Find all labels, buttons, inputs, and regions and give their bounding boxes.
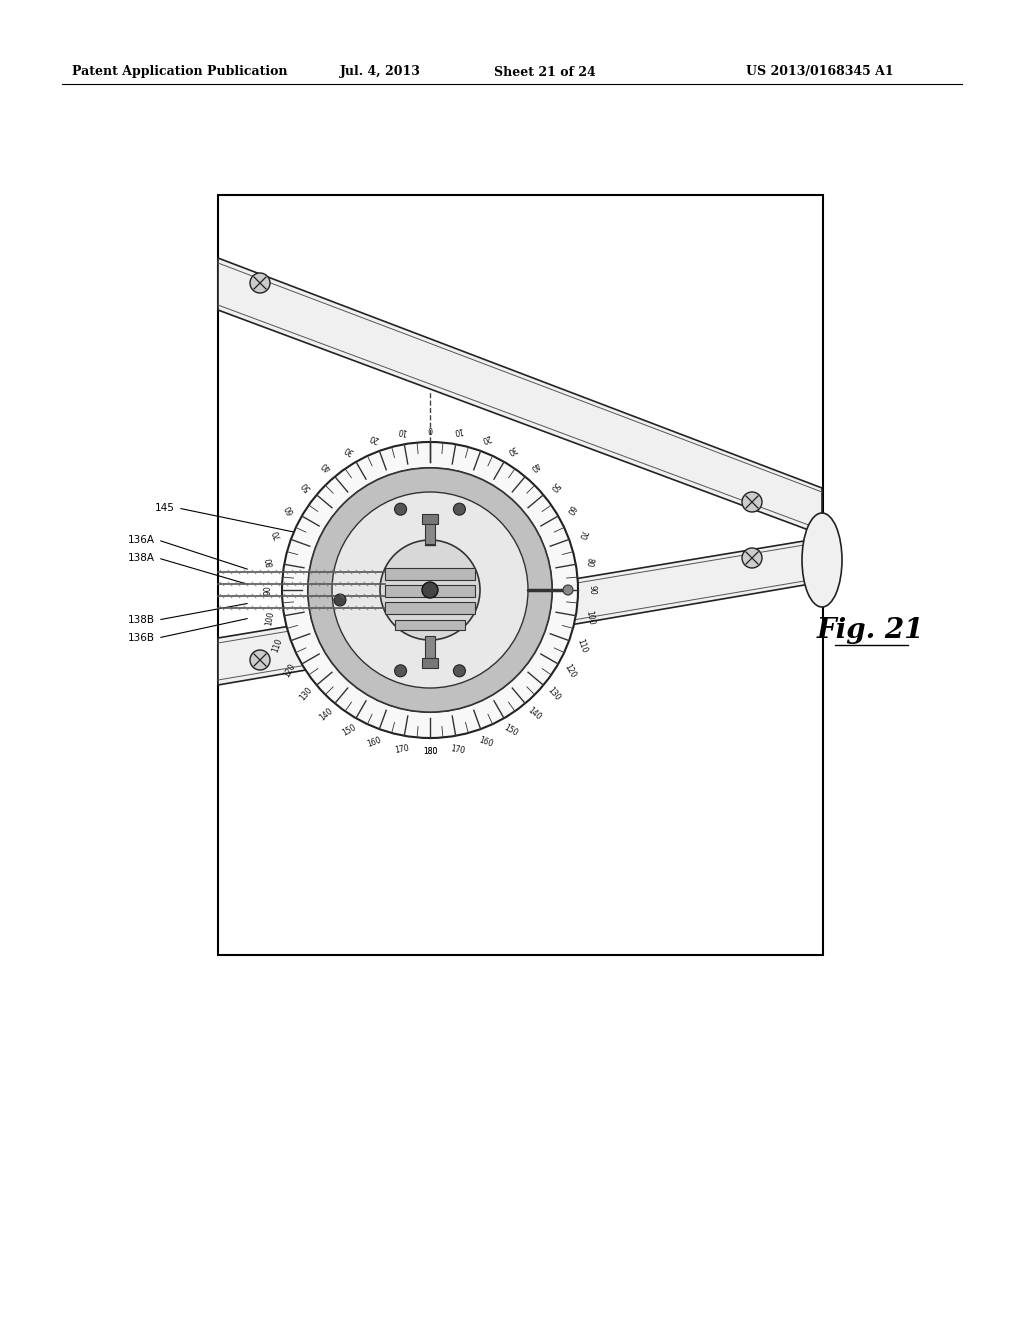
Polygon shape xyxy=(218,539,822,685)
Text: Fig. 21: Fig. 21 xyxy=(816,616,924,644)
Text: 110: 110 xyxy=(575,638,589,653)
Text: 10: 10 xyxy=(453,425,464,436)
Circle shape xyxy=(334,594,346,606)
Text: 80: 80 xyxy=(265,556,275,568)
Text: 80: 80 xyxy=(585,556,595,568)
Text: 70: 70 xyxy=(272,528,284,541)
Text: 170: 170 xyxy=(394,744,410,755)
Text: Jul. 4, 2013: Jul. 4, 2013 xyxy=(340,66,421,78)
Text: 100: 100 xyxy=(265,610,276,626)
Polygon shape xyxy=(218,257,822,535)
Circle shape xyxy=(332,492,528,688)
Circle shape xyxy=(742,492,762,512)
Circle shape xyxy=(250,649,270,671)
Text: 145: 145 xyxy=(155,503,175,513)
Text: 90: 90 xyxy=(263,585,272,595)
Text: 138A: 138A xyxy=(128,553,155,564)
Text: 160: 160 xyxy=(477,735,494,748)
Text: 140: 140 xyxy=(525,706,543,722)
Circle shape xyxy=(422,582,438,598)
Text: US 2013/0168345 A1: US 2013/0168345 A1 xyxy=(746,66,894,78)
Text: 20: 20 xyxy=(369,432,381,444)
Text: 120: 120 xyxy=(563,663,578,680)
Text: 130: 130 xyxy=(298,685,314,702)
Text: 136B: 136B xyxy=(128,634,155,643)
Text: 160: 160 xyxy=(367,735,383,748)
Circle shape xyxy=(308,469,552,711)
Circle shape xyxy=(282,442,578,738)
Text: 30: 30 xyxy=(343,444,355,455)
Ellipse shape xyxy=(802,513,842,607)
Text: 70: 70 xyxy=(577,528,588,541)
Bar xyxy=(425,636,435,657)
Text: 150: 150 xyxy=(340,723,357,738)
Circle shape xyxy=(250,273,270,293)
Circle shape xyxy=(380,540,480,640)
Circle shape xyxy=(308,469,552,711)
Text: 40: 40 xyxy=(527,459,541,473)
Text: 136A: 136A xyxy=(128,535,155,545)
Text: 90: 90 xyxy=(588,585,597,595)
Circle shape xyxy=(394,503,407,515)
Bar xyxy=(425,521,435,544)
Text: 140: 140 xyxy=(317,706,334,722)
Text: 60: 60 xyxy=(564,503,577,516)
Text: 110: 110 xyxy=(271,638,285,653)
Text: 138B: 138B xyxy=(128,615,155,624)
Bar xyxy=(385,602,475,614)
Bar xyxy=(385,585,475,597)
Text: 130: 130 xyxy=(546,685,562,702)
Text: 180: 180 xyxy=(423,747,437,756)
Text: 100: 100 xyxy=(584,610,595,626)
Bar xyxy=(422,513,438,524)
Circle shape xyxy=(454,503,466,515)
Text: 30: 30 xyxy=(505,444,517,455)
Bar xyxy=(422,657,438,668)
Text: 50: 50 xyxy=(299,479,312,492)
Bar xyxy=(218,195,823,954)
Text: 180: 180 xyxy=(423,747,437,756)
Circle shape xyxy=(394,665,407,677)
Text: 50: 50 xyxy=(548,479,561,492)
Text: 170: 170 xyxy=(451,744,466,755)
Text: 0: 0 xyxy=(428,424,432,433)
Text: Sheet 21 of 24: Sheet 21 of 24 xyxy=(495,66,596,78)
Text: 40: 40 xyxy=(319,459,333,473)
Circle shape xyxy=(563,585,573,595)
Text: 150: 150 xyxy=(503,723,519,738)
Text: 20: 20 xyxy=(479,432,492,444)
Bar xyxy=(395,620,465,630)
Text: Patent Application Publication: Patent Application Publication xyxy=(72,66,288,78)
Text: 120: 120 xyxy=(283,663,297,680)
Circle shape xyxy=(454,665,466,677)
Bar xyxy=(385,568,475,579)
Text: 60: 60 xyxy=(284,503,296,516)
Text: 10: 10 xyxy=(396,425,408,436)
Circle shape xyxy=(742,548,762,568)
